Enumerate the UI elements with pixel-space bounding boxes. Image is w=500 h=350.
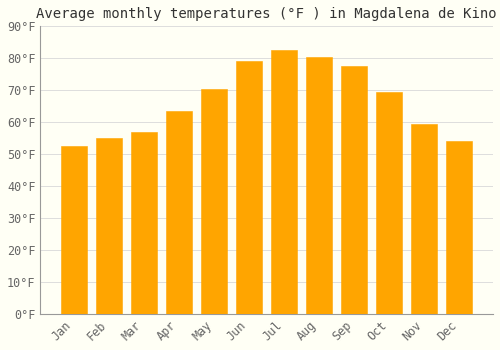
Bar: [341, 66, 367, 314]
Bar: [236, 62, 262, 314]
Bar: [446, 141, 472, 314]
Bar: [61, 146, 87, 314]
Bar: [201, 89, 228, 314]
Bar: [411, 124, 438, 314]
Bar: [96, 138, 122, 314]
Bar: [376, 92, 402, 314]
Bar: [271, 50, 297, 314]
Bar: [166, 111, 192, 314]
Title: Average monthly temperatures (°F ) in Magdalena de Kino: Average monthly temperatures (°F ) in Ma…: [36, 7, 497, 21]
Bar: [306, 57, 332, 314]
Bar: [131, 132, 157, 314]
